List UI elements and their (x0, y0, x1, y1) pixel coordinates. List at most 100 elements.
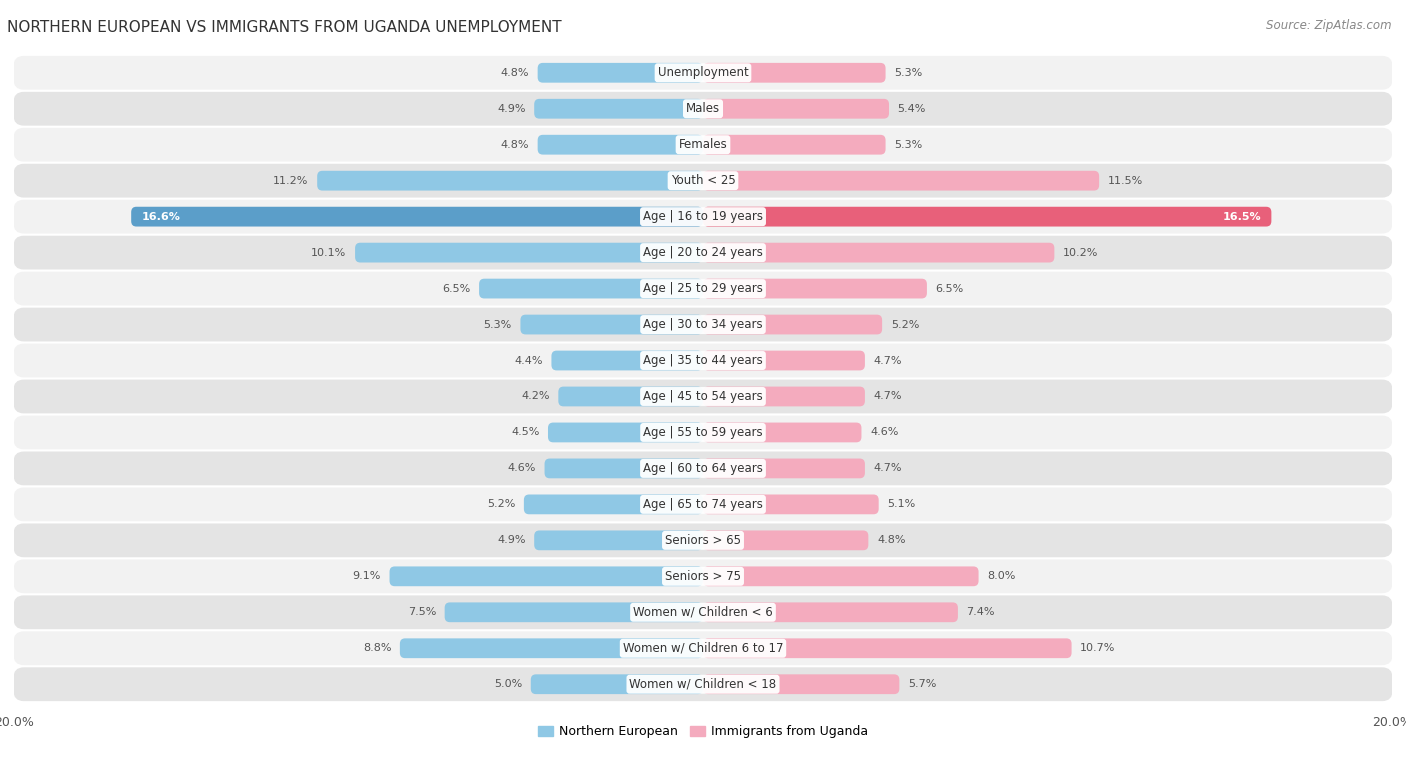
Text: 7.4%: 7.4% (966, 607, 995, 617)
Text: 4.8%: 4.8% (877, 535, 905, 545)
FancyBboxPatch shape (703, 279, 927, 298)
Text: 10.1%: 10.1% (311, 248, 346, 257)
FancyBboxPatch shape (14, 128, 1392, 161)
FancyBboxPatch shape (537, 135, 703, 154)
Text: 4.5%: 4.5% (510, 428, 540, 438)
Text: Women w/ Children 6 to 17: Women w/ Children 6 to 17 (623, 642, 783, 655)
FancyBboxPatch shape (14, 92, 1392, 126)
Text: 4.6%: 4.6% (508, 463, 536, 473)
FancyBboxPatch shape (14, 523, 1392, 557)
FancyBboxPatch shape (131, 207, 703, 226)
FancyBboxPatch shape (399, 638, 703, 658)
FancyBboxPatch shape (14, 416, 1392, 450)
Legend: Northern European, Immigrants from Uganda: Northern European, Immigrants from Ugand… (533, 721, 873, 743)
FancyBboxPatch shape (14, 272, 1392, 306)
Text: 5.2%: 5.2% (891, 319, 920, 329)
FancyBboxPatch shape (558, 387, 703, 407)
FancyBboxPatch shape (14, 488, 1392, 522)
FancyBboxPatch shape (444, 603, 703, 622)
FancyBboxPatch shape (14, 631, 1392, 665)
FancyBboxPatch shape (703, 566, 979, 586)
Text: Unemployment: Unemployment (658, 67, 748, 79)
FancyBboxPatch shape (14, 344, 1392, 378)
Text: Age | 30 to 34 years: Age | 30 to 34 years (643, 318, 763, 331)
Text: 6.5%: 6.5% (935, 284, 963, 294)
Text: Youth < 25: Youth < 25 (671, 174, 735, 187)
Text: 5.3%: 5.3% (894, 140, 922, 150)
Text: Age | 35 to 44 years: Age | 35 to 44 years (643, 354, 763, 367)
Text: 16.6%: 16.6% (142, 212, 180, 222)
Text: 5.1%: 5.1% (887, 500, 915, 509)
FancyBboxPatch shape (703, 135, 886, 154)
FancyBboxPatch shape (531, 674, 703, 694)
FancyBboxPatch shape (703, 638, 1071, 658)
FancyBboxPatch shape (520, 315, 703, 335)
FancyBboxPatch shape (703, 603, 957, 622)
Text: 8.8%: 8.8% (363, 643, 391, 653)
Text: 5.4%: 5.4% (897, 104, 927, 114)
FancyBboxPatch shape (356, 243, 703, 263)
Text: Age | 16 to 19 years: Age | 16 to 19 years (643, 210, 763, 223)
Text: Males: Males (686, 102, 720, 115)
Text: 5.7%: 5.7% (908, 679, 936, 689)
FancyBboxPatch shape (14, 596, 1392, 629)
FancyBboxPatch shape (703, 171, 1099, 191)
Text: NORTHERN EUROPEAN VS IMMIGRANTS FROM UGANDA UNEMPLOYMENT: NORTHERN EUROPEAN VS IMMIGRANTS FROM UGA… (7, 20, 562, 35)
FancyBboxPatch shape (544, 459, 703, 478)
Text: Age | 25 to 29 years: Age | 25 to 29 years (643, 282, 763, 295)
Text: 11.2%: 11.2% (273, 176, 308, 185)
FancyBboxPatch shape (14, 379, 1392, 413)
FancyBboxPatch shape (14, 668, 1392, 701)
FancyBboxPatch shape (14, 164, 1392, 198)
FancyBboxPatch shape (14, 559, 1392, 593)
Text: 5.3%: 5.3% (894, 68, 922, 78)
FancyBboxPatch shape (703, 243, 1054, 263)
Text: Seniors > 65: Seniors > 65 (665, 534, 741, 547)
Text: 10.2%: 10.2% (1063, 248, 1098, 257)
FancyBboxPatch shape (703, 99, 889, 119)
FancyBboxPatch shape (703, 674, 900, 694)
Text: Females: Females (679, 139, 727, 151)
Text: 11.5%: 11.5% (1108, 176, 1143, 185)
Text: 4.8%: 4.8% (501, 140, 529, 150)
FancyBboxPatch shape (534, 99, 703, 119)
Text: 4.9%: 4.9% (498, 104, 526, 114)
Text: 4.7%: 4.7% (873, 463, 903, 473)
Text: Age | 20 to 24 years: Age | 20 to 24 years (643, 246, 763, 259)
FancyBboxPatch shape (703, 494, 879, 514)
Text: Women w/ Children < 6: Women w/ Children < 6 (633, 606, 773, 618)
FancyBboxPatch shape (548, 422, 703, 442)
FancyBboxPatch shape (14, 307, 1392, 341)
Text: 7.5%: 7.5% (408, 607, 436, 617)
FancyBboxPatch shape (703, 459, 865, 478)
Text: 4.4%: 4.4% (515, 356, 543, 366)
FancyBboxPatch shape (534, 531, 703, 550)
Text: 4.8%: 4.8% (501, 68, 529, 78)
Text: Age | 60 to 64 years: Age | 60 to 64 years (643, 462, 763, 475)
FancyBboxPatch shape (14, 451, 1392, 485)
FancyBboxPatch shape (524, 494, 703, 514)
Text: 4.7%: 4.7% (873, 391, 903, 401)
FancyBboxPatch shape (14, 235, 1392, 269)
Text: 5.0%: 5.0% (494, 679, 522, 689)
Text: Age | 45 to 54 years: Age | 45 to 54 years (643, 390, 763, 403)
FancyBboxPatch shape (389, 566, 703, 586)
FancyBboxPatch shape (703, 63, 886, 83)
FancyBboxPatch shape (318, 171, 703, 191)
Text: 4.7%: 4.7% (873, 356, 903, 366)
Text: 16.5%: 16.5% (1222, 212, 1261, 222)
Text: 4.2%: 4.2% (522, 391, 550, 401)
Text: 10.7%: 10.7% (1080, 643, 1115, 653)
FancyBboxPatch shape (14, 56, 1392, 89)
FancyBboxPatch shape (703, 315, 882, 335)
FancyBboxPatch shape (551, 350, 703, 370)
Text: 6.5%: 6.5% (443, 284, 471, 294)
FancyBboxPatch shape (703, 350, 865, 370)
Text: 9.1%: 9.1% (353, 572, 381, 581)
Text: Women w/ Children < 18: Women w/ Children < 18 (630, 678, 776, 690)
Text: 8.0%: 8.0% (987, 572, 1015, 581)
Text: 4.6%: 4.6% (870, 428, 898, 438)
FancyBboxPatch shape (537, 63, 703, 83)
FancyBboxPatch shape (703, 207, 1271, 226)
Text: Age | 65 to 74 years: Age | 65 to 74 years (643, 498, 763, 511)
